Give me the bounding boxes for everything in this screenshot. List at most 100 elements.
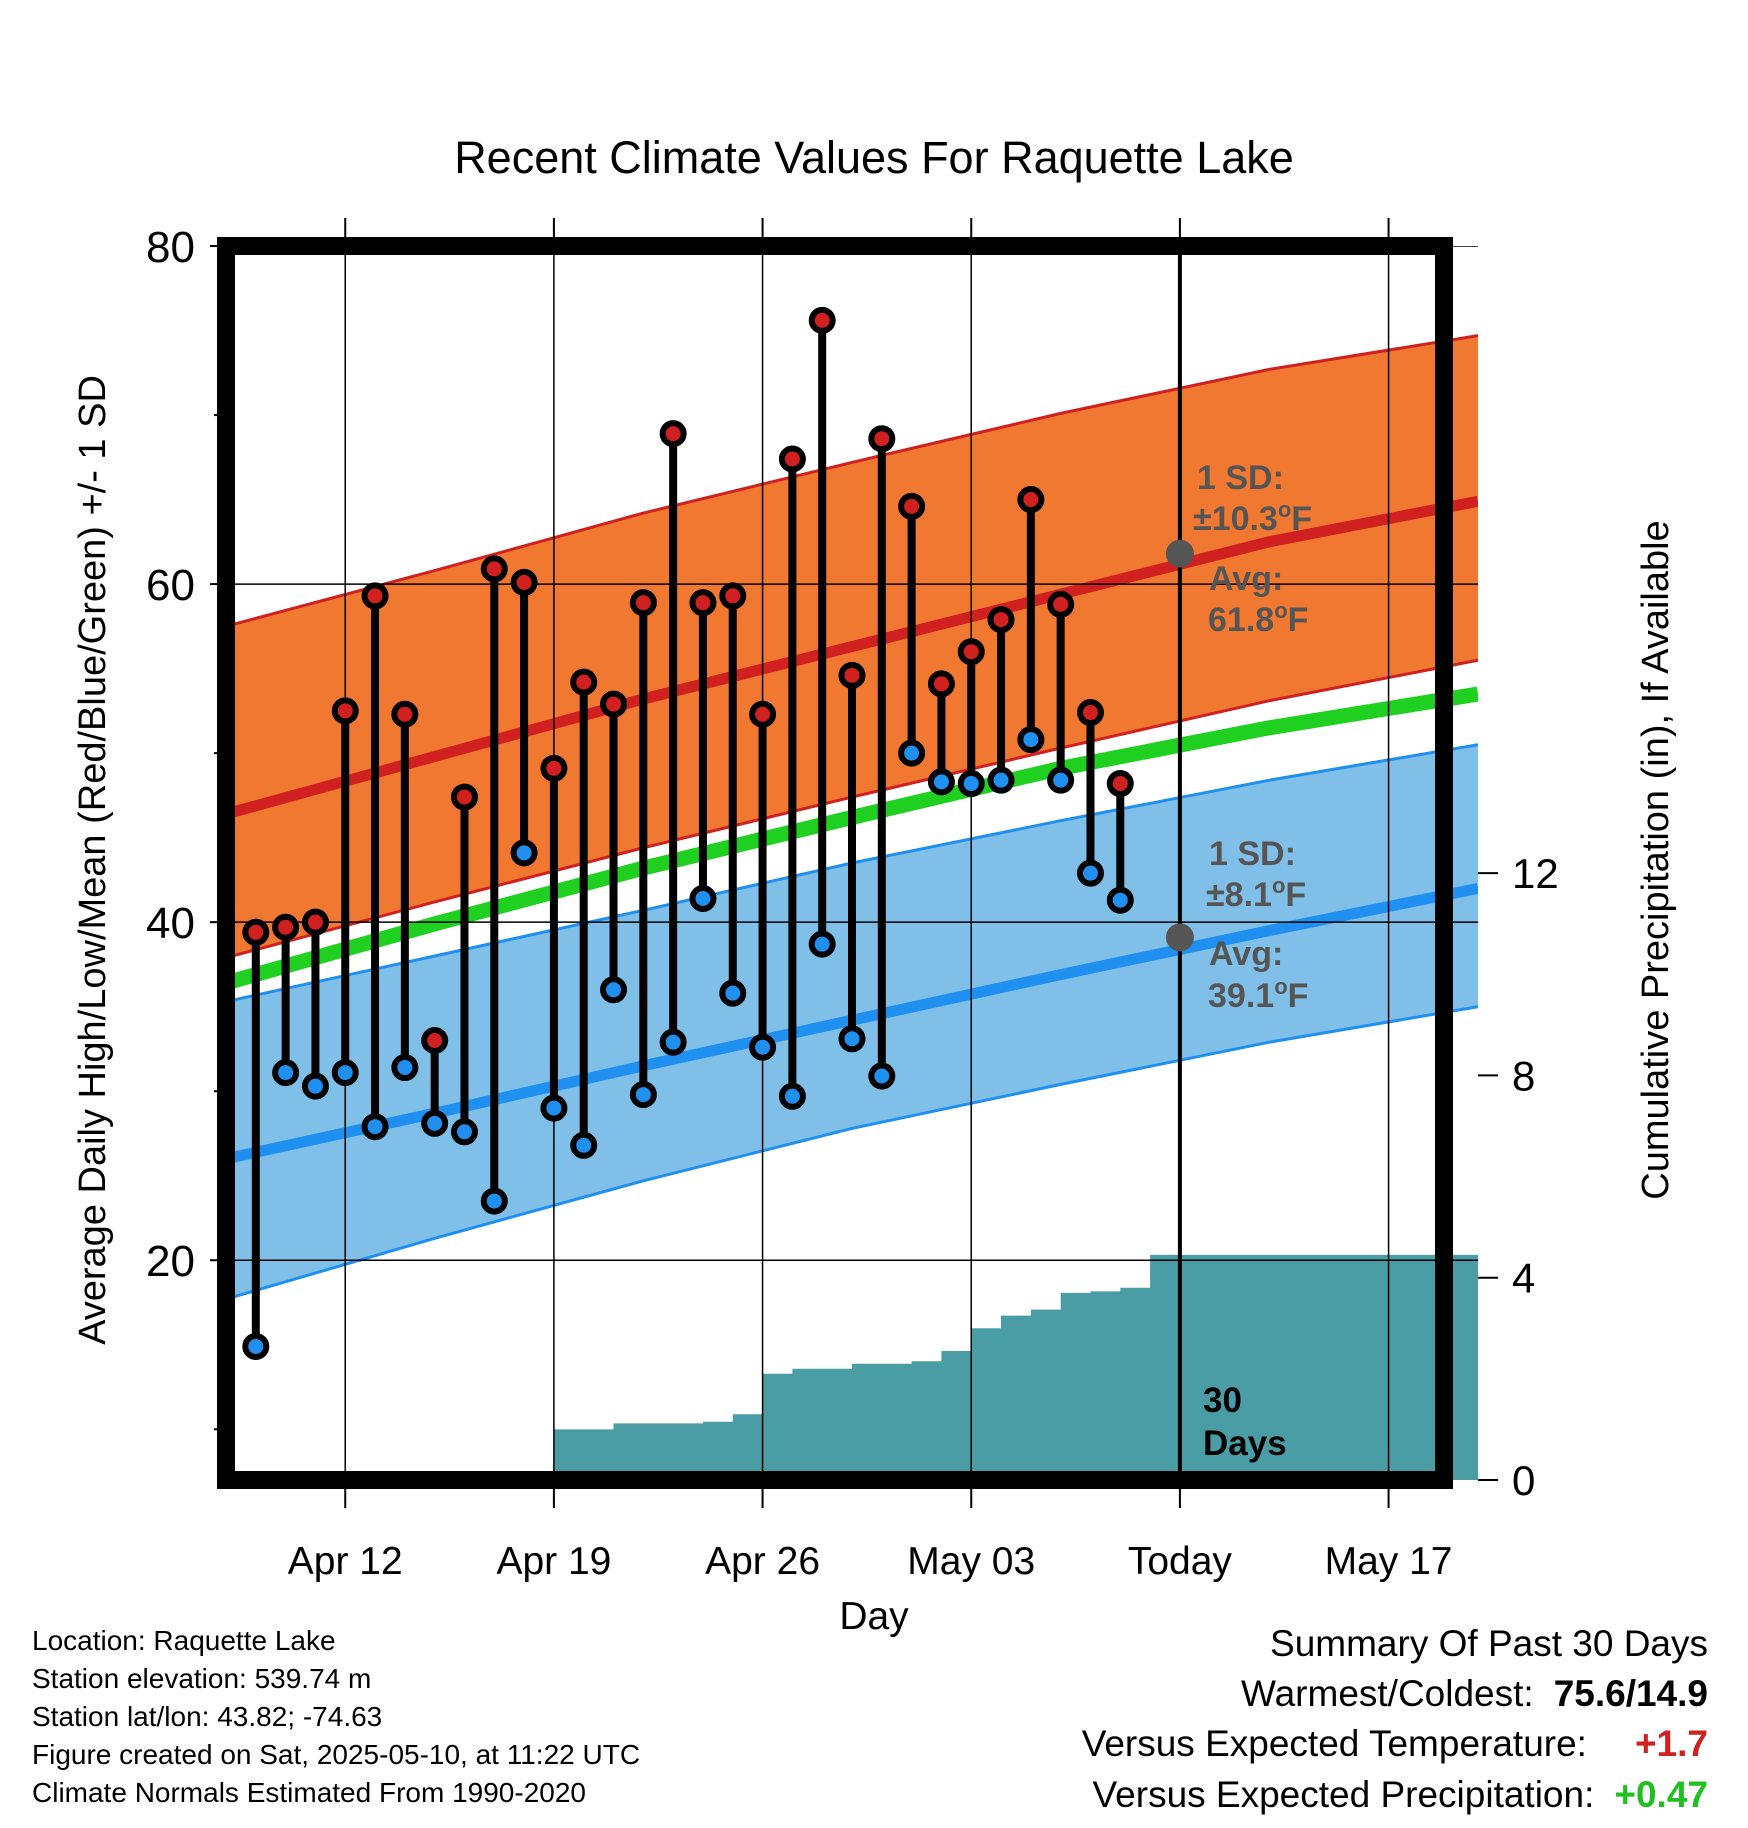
daily-high-marker: [272, 913, 300, 941]
normals-text: Climate Normals Estimated From 1990-2020: [32, 1777, 586, 1808]
high-avg-label: Avg:: [1209, 560, 1283, 598]
daily-high-marker: [778, 445, 806, 473]
daily-low-marker: [689, 884, 717, 912]
daily-high-marker: [1017, 486, 1045, 514]
daily-low-marker: [927, 768, 955, 796]
daily-low-marker: [1076, 859, 1104, 887]
y2-tick-label: 4: [1512, 1255, 1535, 1302]
window-days-label: Days: [1203, 1424, 1287, 1463]
daily-high-marker: [600, 690, 628, 718]
precip-label: Versus Expected Precipitation:: [1092, 1774, 1595, 1815]
daily-low-marker: [391, 1054, 419, 1082]
latlon-text: Station lat/lon: 43.82; -74.63: [32, 1701, 383, 1732]
daily-low-marker: [898, 739, 926, 767]
y-tick-label: 80: [146, 223, 195, 272]
y-tick-label: 40: [146, 899, 195, 948]
daily-low-marker: [421, 1109, 449, 1137]
daily-low-marker: [838, 1025, 866, 1053]
y2-tick-label: 12: [1512, 850, 1559, 897]
daily-low-marker: [1106, 886, 1134, 914]
x-tick-label: Apr 12: [288, 1540, 403, 1583]
created-text: Figure created on Sat, 2025-05-10, at 11…: [32, 1739, 641, 1770]
window-days-number: 30: [1203, 1381, 1242, 1420]
y-tick-label: 60: [146, 561, 195, 610]
daily-low-marker: [1047, 766, 1075, 794]
daily-low-marker: [868, 1062, 896, 1090]
location-text: Location: Raquette Lake: [32, 1625, 336, 1656]
warm-cold-label: Warmest/Coldest:: [1241, 1673, 1534, 1714]
daily-low-marker: [808, 930, 836, 958]
chart-title: Recent Climate Values For Raquette Lake: [454, 132, 1294, 183]
daily-high-marker: [629, 589, 657, 617]
daily-high-marker: [957, 638, 985, 666]
daily-low-marker: [331, 1059, 359, 1087]
elevation-text: Station elevation: 539.74 m: [32, 1663, 372, 1694]
daily-low-marker: [719, 979, 747, 1007]
daily-low-marker: [450, 1118, 478, 1146]
daily-low-marker: [510, 839, 538, 867]
summary-temp: Versus Expected Temperature: +1.7: [1082, 1725, 1708, 1762]
daily-high-marker: [421, 1026, 449, 1054]
x-tick-label: May 17: [1325, 1540, 1453, 1583]
daily-high-marker: [540, 754, 568, 782]
daily-high-marker: [808, 306, 836, 334]
daily-low-marker: [540, 1094, 568, 1122]
warm-cold-value: 75.6/14.9: [1553, 1673, 1708, 1714]
daily-high-marker: [361, 582, 389, 610]
normal-high-upper-line: [226, 334, 1478, 628]
daily-low-marker: [242, 1332, 270, 1360]
low-avg-label: Avg:: [1209, 935, 1283, 973]
summary-precip: Versus Expected Precipitation: +0.47: [1093, 1776, 1708, 1813]
daily-high-marker: [510, 568, 538, 596]
daily-high-marker: [1076, 699, 1104, 727]
summary-warm-cold: Warmest/Coldest: 75.6/14.9: [1241, 1675, 1708, 1712]
daily-high-marker: [927, 670, 955, 698]
precip-area: [255, 1254, 1478, 1480]
daily-high-marker: [987, 606, 1015, 634]
normal-low-lower-line: [226, 1005, 1478, 1301]
daily-low-marker: [749, 1033, 777, 1061]
daily-low-marker: [570, 1131, 598, 1159]
x-axis-label: Day: [839, 1595, 909, 1638]
low-sd-label: 1 SD:: [1209, 835, 1296, 873]
low-avg-value: 39.1oF: [1208, 974, 1308, 1015]
x-tick-label: May 03: [907, 1540, 1035, 1583]
daily-low-marker: [987, 766, 1015, 794]
y2-tick-label: 8: [1512, 1052, 1535, 1099]
normal-high-mean-line: [226, 495, 1478, 820]
y2-tick-label: 0: [1512, 1457, 1535, 1504]
daily-high-marker: [749, 700, 777, 728]
daily-low-marker: [629, 1081, 657, 1109]
plot-frame: [217, 237, 1453, 1489]
daily-high-marker: [1047, 590, 1075, 618]
daily-high-marker: [450, 783, 478, 811]
y2-axis-label: Cumulative Precipitation (in), If Availa…: [1635, 520, 1677, 1199]
daily-high-marker: [480, 555, 508, 583]
plot-content: [226, 246, 1478, 1480]
daily-high-marker: [391, 700, 419, 728]
daily-high-marker: [719, 582, 747, 610]
x-tick-label: Apr 19: [496, 1540, 611, 1583]
daily-low-marker: [301, 1072, 329, 1100]
daily-low-marker: [659, 1028, 687, 1056]
high-avg-value: 61.8oF: [1208, 598, 1308, 639]
high-sd-label: 1 SD:: [1197, 459, 1284, 497]
daily-high-marker: [242, 918, 270, 946]
daily-high-marker: [331, 697, 359, 725]
x-tick-label: Today: [1128, 1540, 1233, 1583]
summary-title: Summary Of Past 30 Days: [1270, 1623, 1708, 1664]
daily-low-marker: [1017, 726, 1045, 754]
y-tick-label: 20: [146, 1237, 195, 1286]
low-average-marker: [1165, 923, 1194, 952]
daily-high-marker: [301, 908, 329, 936]
daily-high-marker: [659, 420, 687, 448]
precip-value: +0.47: [1614, 1774, 1708, 1815]
low-sd-value: ±8.1oF: [1206, 873, 1306, 914]
daily-low-marker: [957, 770, 985, 798]
daily-low-marker: [480, 1187, 508, 1215]
daily-high-marker: [898, 492, 926, 520]
daily-low-marker: [361, 1113, 389, 1141]
high-sd-value: ±10.3oF: [1193, 497, 1312, 538]
daily-high-marker: [868, 425, 896, 453]
